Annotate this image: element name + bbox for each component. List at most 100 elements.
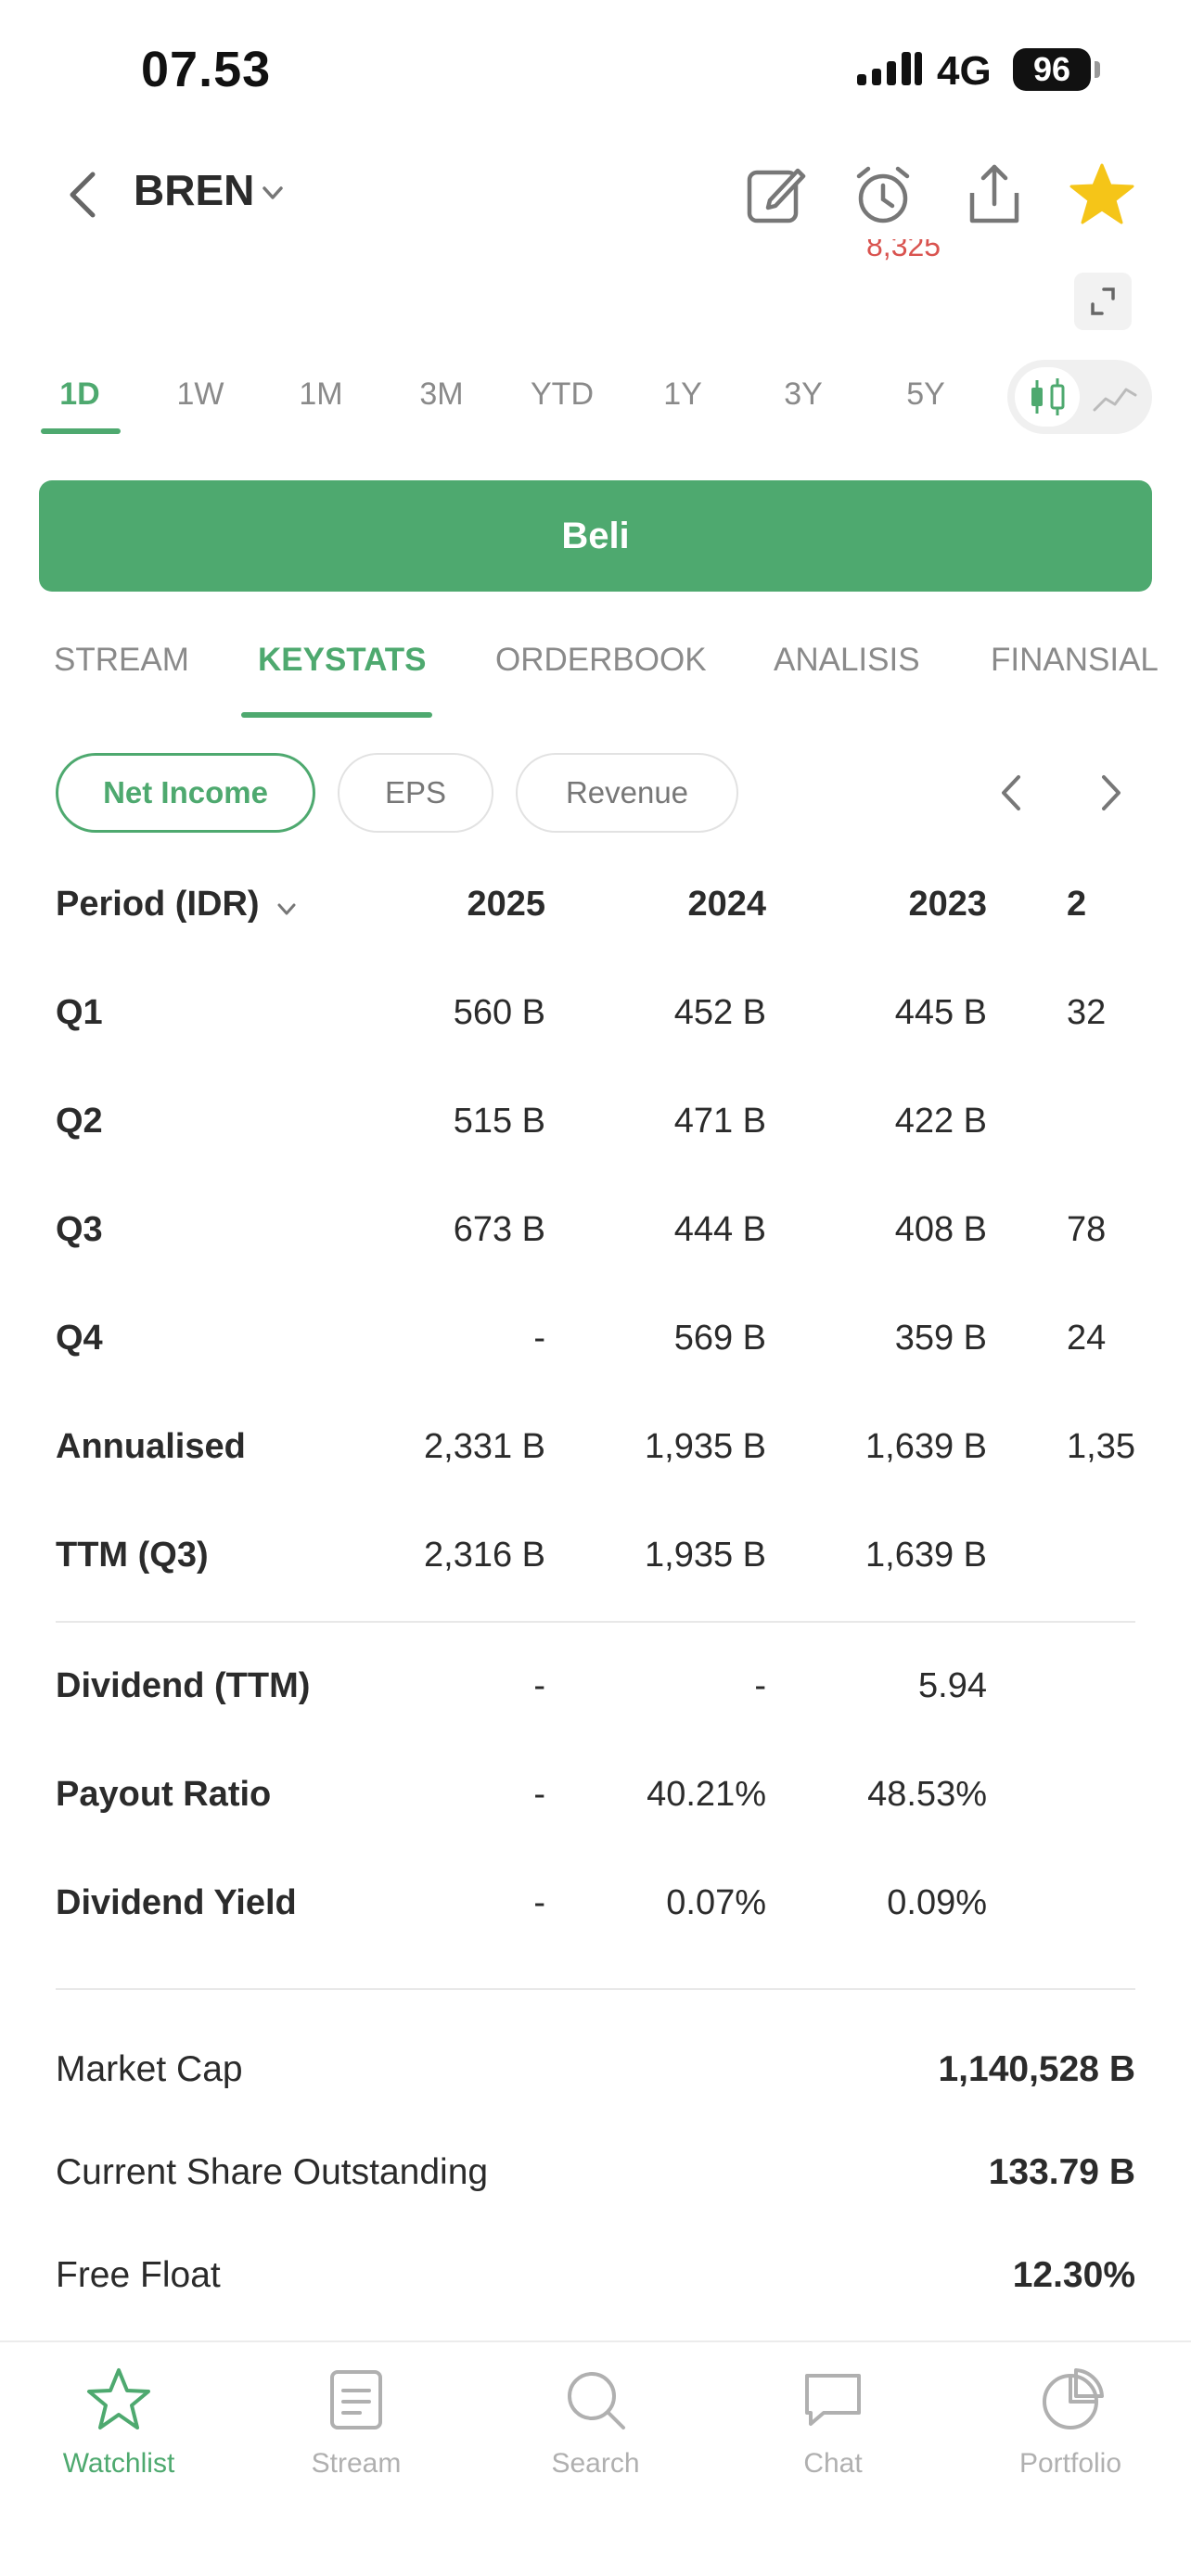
price-label-fragment: 8,325 [866,239,941,262]
alarm-clock-icon[interactable] [848,159,918,230]
chevron-down-icon[interactable] [260,180,286,206]
row-label: Q1 [56,993,103,1032]
tab-orderbook[interactable]: ORDERBOOK [495,642,707,678]
pill-revenue[interactable]: Revenue [516,753,738,833]
table-cell: 1,35 [1067,1427,1135,1466]
tab-analisis[interactable]: ANALISIS [774,642,920,678]
status-bar: 07.53 4G 96 [0,0,1191,139]
period-tab-ytd[interactable]: YTD [531,376,594,412]
table-cell: 444 B [673,1210,766,1249]
table-cell: 2,316 B [424,1536,545,1575]
period-tab-1d[interactable]: 1D [59,376,100,412]
table-row: Q2 515 B 471 B 422 B [0,1081,1191,1165]
nav-portfolio[interactable]: Portfolio [978,2363,1163,2502]
table-cell: 48.53% [867,1775,987,1814]
table-cell: 32 [1067,993,1107,1032]
table-header: Period (IDR) 2025 2024 2023 2 [0,864,1191,948]
table-cell: 560 B [453,993,545,1032]
expand-chart-icon[interactable] [1074,273,1132,330]
pill-eps[interactable]: EPS [338,753,493,833]
network-type: 4G [937,48,992,94]
table-cell: 673 B [453,1210,545,1249]
table-cell: 0.09% [887,1883,987,1922]
nav-search[interactable]: Search [503,2363,688,2502]
table-cell: - [533,1883,545,1922]
period-tab-3m[interactable]: 3M [419,376,464,412]
period-tabs: 1D 1W 1M 3M YTD 1Y 3Y 5Y [0,360,1191,438]
period-tab-1w[interactable]: 1W [176,376,224,412]
period-tab-1m[interactable]: 1M [299,376,343,412]
table-cell: 5.94 [918,1666,987,1705]
tab-keystats[interactable]: KEYSTATS [258,642,427,678]
table-divider [56,1621,1135,1623]
section-divider [56,1988,1135,1990]
table-cell: 569 B [673,1319,766,1358]
watchlist-star-icon[interactable] [1067,159,1137,230]
chevron-left-icon[interactable] [989,768,1035,818]
content-tab-active-indicator [241,712,432,718]
chat-icon [805,2374,861,2426]
row-label: Payout Ratio [56,1775,272,1814]
table-cell: 24 [1067,1319,1107,1358]
nav-chat[interactable]: Chat [740,2363,926,2502]
chevron-down-icon[interactable] [275,898,299,922]
summary-market-cap: Market Cap 1,140,528 B [0,2034,1191,2109]
search-icon [568,2372,625,2429]
nav-label: Search [551,2448,640,2479]
year-header: 2024 [687,885,766,924]
back-arrow-icon[interactable] [58,165,109,224]
summary-value: 1,140,528 B [938,2049,1135,2089]
table-row: Dividend (TTM) - - 5.94 [0,1646,1191,1729]
table-cell: - [533,1319,545,1358]
table-cell: 359 B [894,1319,987,1358]
table-cell: 1,639 B [865,1536,987,1575]
summary-shares-outstanding: Current Share Outstanding 133.79 B [0,2137,1191,2212]
row-label: TTM (Q3) [56,1536,209,1575]
table-cell: 422 B [894,1102,987,1141]
share-icon[interactable] [959,159,1030,230]
table-cell: - [533,1666,545,1705]
tab-stream[interactable]: STREAM [54,642,189,678]
table-cell: 78 [1067,1210,1107,1249]
summary-label: Current Share Outstanding [56,2152,489,2192]
table-row: TTM (Q3) 2,316 B 1,935 B 1,639 B [0,1515,1191,1599]
table-cell: 515 B [453,1102,545,1141]
bottom-nav: Watchlist Stream Search Chat Portfolio [0,2340,1191,2576]
tab-finansial[interactable]: FINANSIAL [991,642,1159,678]
table-cell: - [533,1775,545,1814]
period-selector[interactable]: Period (IDR) [56,885,260,924]
ticker-symbol[interactable]: BREN [134,166,255,214]
nav-stream[interactable]: Stream [263,2363,449,2502]
summary-value: 133.79 B [988,2152,1135,2192]
summary-label: Free Float [56,2255,221,2295]
signal-icon [857,52,922,85]
table-cell: 1,935 B [645,1536,766,1575]
nav-label: Watchlist [62,2448,175,2479]
period-tab-5y[interactable]: 5Y [906,376,945,412]
stock-header: BREN [0,139,1191,250]
row-label: Annualised [56,1427,246,1466]
table-row: Annualised 2,331 B 1,935 B 1,639 B 1,35 [0,1407,1191,1490]
row-label: Q2 [56,1102,103,1141]
table-cell: 408 B [894,1210,987,1249]
status-time: 07.53 [141,42,272,97]
chevron-right-icon[interactable] [1087,768,1133,818]
period-tab-3y[interactable]: 3Y [784,376,823,412]
candlestick-button[interactable] [1015,367,1080,427]
row-label: Q3 [56,1210,103,1249]
candlestick-icon [1031,378,1065,415]
chart-type-toggle[interactable] [1007,360,1152,434]
edit-note-icon[interactable] [740,159,811,230]
nav-watchlist[interactable]: Watchlist [26,2363,211,2502]
period-tab-1y[interactable]: 1Y [663,376,702,412]
pill-net-income[interactable]: Net Income [56,753,315,833]
table-cell: - [754,1666,766,1705]
period-active-indicator [41,428,121,434]
table-cell: 1,639 B [865,1427,987,1466]
nav-label: Stream [311,2448,402,2479]
buy-button[interactable]: Beli [39,480,1152,592]
line-chart-icon[interactable] [1089,373,1141,421]
nav-label: Portfolio [1018,2448,1122,2479]
table-row: Payout Ratio - 40.21% 48.53% [0,1754,1191,1838]
table-cell: 1,935 B [645,1427,766,1466]
